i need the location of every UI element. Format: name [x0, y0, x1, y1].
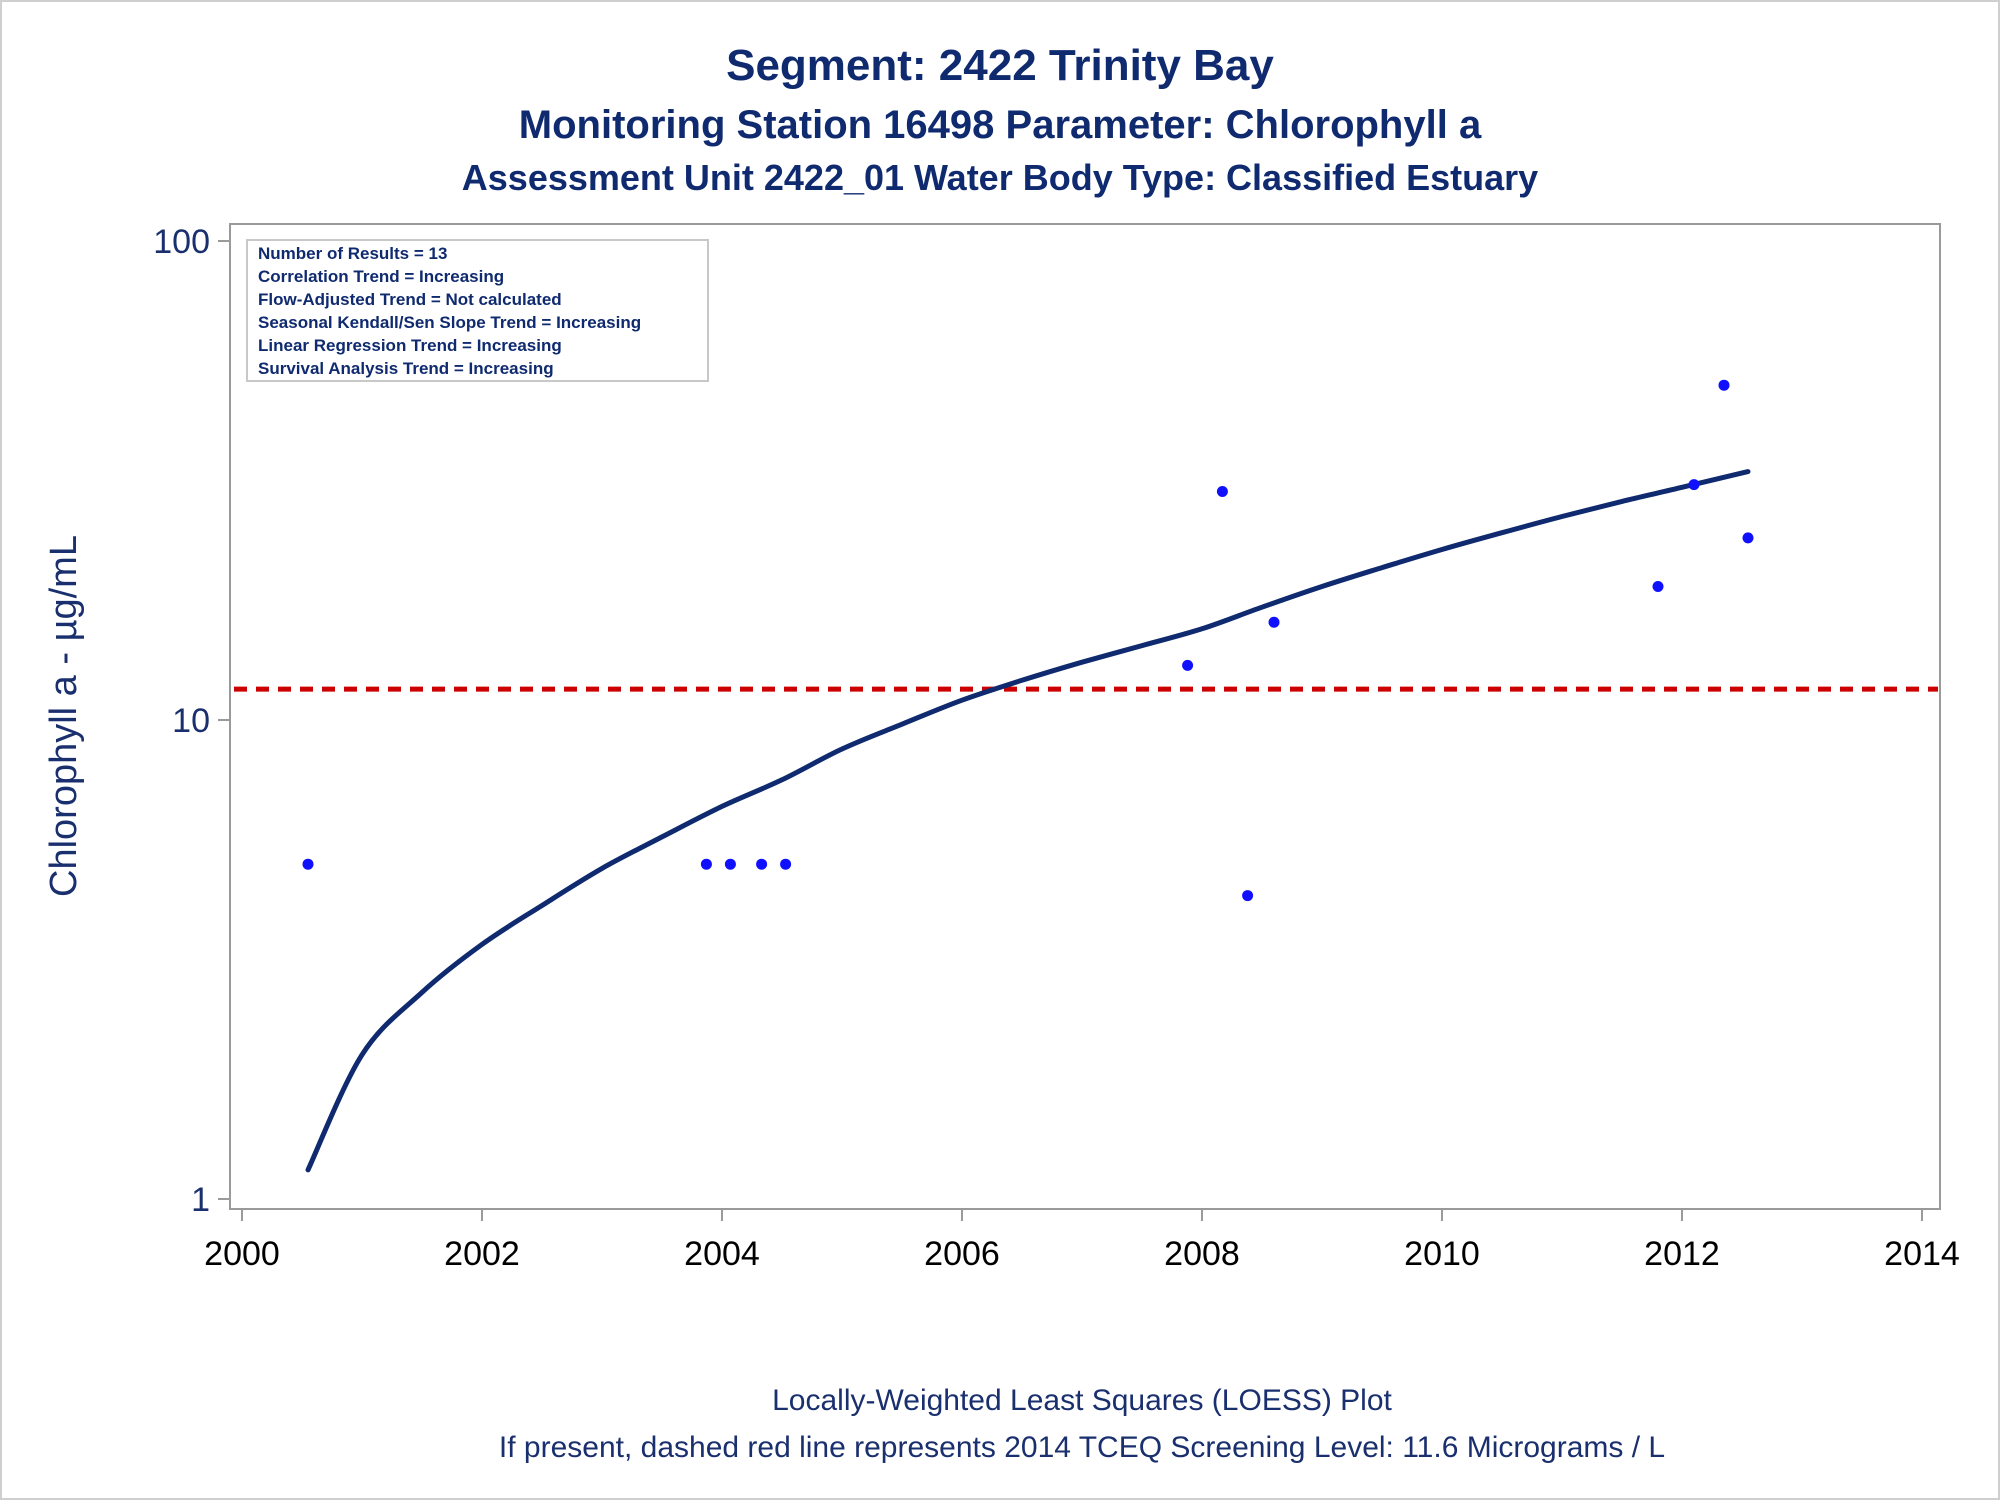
y-tick-label: 100 — [153, 223, 210, 261]
footnote-screening: If present, dashed red line represents 2… — [499, 1431, 1665, 1464]
data-point — [1216, 485, 1228, 497]
x-tick-label: 2012 — [1644, 1235, 1720, 1273]
y-tick-label: 1 — [191, 1181, 210, 1219]
stats-line-linear-regression: Linear Regression Trend = Increasing — [258, 336, 562, 355]
data-point — [1688, 479, 1700, 491]
data-point — [756, 858, 768, 870]
stats-line-flow-adjusted: Flow-Adjusted Trend = Not calculated — [258, 290, 562, 309]
x-tick-label: 2004 — [684, 1235, 760, 1273]
y-axis-label: Chlorophyll a - µg/mL — [43, 535, 85, 897]
x-tick-label: 2000 — [204, 1235, 280, 1273]
y-tick-label: 10 — [172, 702, 210, 740]
y-axis: 1 10 100 — [153, 223, 230, 1219]
data-point — [780, 858, 792, 870]
data-point — [1182, 659, 1194, 671]
loess-curve — [305, 469, 1751, 1173]
stats-line-survival-analysis: Survival Analysis Trend = Increasing — [258, 359, 554, 378]
chart-title: Segment: 2422 Trinity Bay — [726, 41, 1274, 90]
data-point — [700, 858, 712, 870]
stats-box: Number of Results = 13 Correlation Trend… — [246, 239, 709, 382]
chart-subtitle: Monitoring Station 16498 Parameter: Chlo… — [519, 103, 1482, 147]
footnote-loess: Locally-Weighted Least Squares (LOESS) P… — [772, 1384, 1392, 1417]
x-tick-label: 2008 — [1164, 1235, 1240, 1273]
data-point — [1242, 890, 1254, 902]
x-tick-label: 2006 — [924, 1235, 1000, 1273]
data-point — [1718, 379, 1730, 391]
data-point — [724, 858, 736, 870]
x-tick-label: 2002 — [444, 1235, 520, 1273]
data-point — [1742, 532, 1754, 544]
x-axis: 2000 2002 2004 2006 2008 2010 2012 2014 — [204, 1209, 1960, 1273]
chart-subtitle-2: Assessment Unit 2422_01 Water Body Type:… — [462, 157, 1538, 198]
plot-area — [229, 223, 1941, 1210]
data-point — [1652, 580, 1664, 592]
stats-line-correlation: Correlation Trend = Increasing — [258, 267, 504, 286]
stats-line-results: Number of Results = 13 — [258, 244, 447, 263]
data-point — [1268, 616, 1280, 628]
x-tick-label: 2014 — [1884, 1235, 1960, 1273]
data-points — [302, 379, 1754, 902]
stats-line-seasonal-kendall: Seasonal Kendall/Sen Slope Trend = Incre… — [258, 313, 641, 332]
stats-box-border — [246, 239, 709, 382]
x-tick-label: 2010 — [1404, 1235, 1480, 1273]
data-point — [302, 858, 314, 870]
